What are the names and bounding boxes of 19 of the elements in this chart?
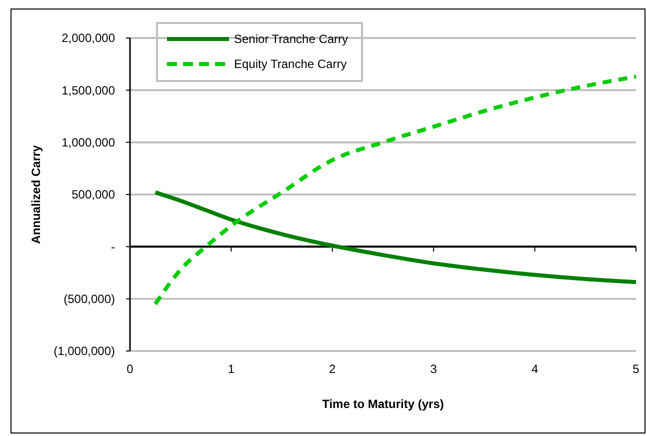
line-series: [153, 190, 638, 284]
x-tick-label: 2: [329, 362, 336, 376]
y-tick-label: (500,000): [64, 292, 115, 306]
x-tick-label: 0: [126, 362, 134, 376]
line-series: [153, 74, 638, 306]
x-tick-label: 1: [228, 362, 235, 376]
y-axis-title: Annualized Carry: [29, 144, 43, 244]
y-tick-label: -: [111, 240, 115, 254]
y-tick-label: 1,000,000: [62, 136, 116, 150]
y-tick-label: 1,500,000: [62, 83, 116, 98]
y-tick-label: (1,000,000): [54, 344, 115, 358]
x-tick-label: 5: [632, 362, 640, 376]
legend-label: Senior Tranche Carry: [234, 32, 348, 46]
x-tick-label: 3: [430, 362, 438, 376]
y-tick-label: 500,000: [72, 188, 116, 202]
legend-label: Equity Tranche Carry: [234, 57, 347, 72]
y-tick-label: 2,000,000: [62, 31, 116, 46]
x-tick-label: 4: [531, 362, 538, 376]
x-axis-title: Time to Maturity (yrs): [322, 397, 444, 411]
